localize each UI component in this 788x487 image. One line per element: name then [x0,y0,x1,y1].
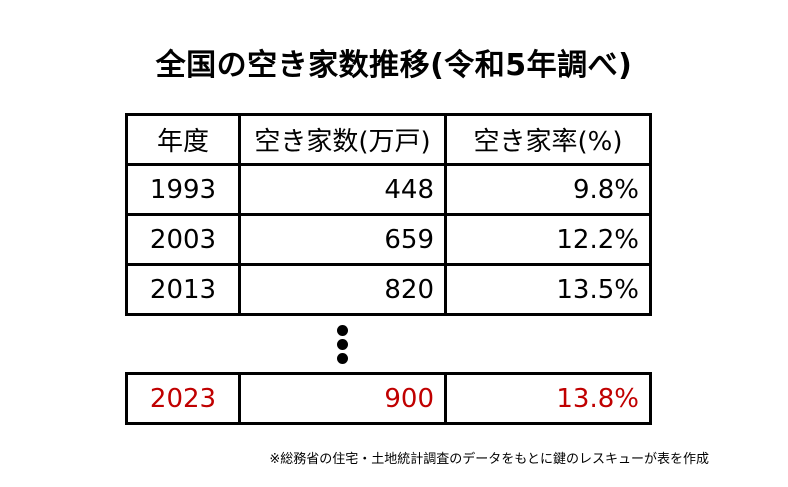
vacant-house-table: 年度 空き家数(万戸) 空き家率(%) 1993 448 9.8% 2003 6… [125,113,652,425]
table-row-latest: 2023 900 13.8% [125,372,652,425]
page-title: 全国の空き家数推移(令和5年調べ) [155,48,633,83]
table-row: 2013 820 13.5% [125,263,652,316]
table-row: 2003 659 12.2% [125,213,652,266]
cell-vacant-count: 820 [238,263,447,316]
header-vacant-rate: 空き家率(%) [444,113,652,166]
vertical-ellipsis-icon [240,316,446,372]
cell-year: 1993 [125,163,241,216]
cell-year-latest: 2023 [125,372,241,425]
cell-vacant-rate: 9.8% [444,163,652,216]
ellipsis-row [126,313,651,375]
cell-vacant-count: 659 [238,213,447,266]
cell-vacant-rate: 12.2% [444,213,652,266]
cell-year: 2013 [125,263,241,316]
cell-vacant-count: 448 [238,163,447,216]
table-header-row: 年度 空き家数(万戸) 空き家率(%) [125,113,652,166]
table-row: 1993 448 9.8% [125,163,652,216]
header-vacant-count: 空き家数(万戸) [238,113,447,166]
cell-vacant-rate-latest: 13.8% [444,372,652,425]
cell-year: 2003 [125,213,241,266]
source-footnote: ※総務省の住宅・土地統計調査のデータをもとに鍵のレスキューが表を作成 [269,452,709,467]
cell-vacant-count-latest: 900 [238,372,447,425]
header-year: 年度 [125,113,241,166]
cell-vacant-rate: 13.5% [444,263,652,316]
